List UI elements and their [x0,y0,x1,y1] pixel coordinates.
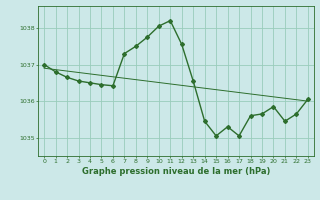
X-axis label: Graphe pression niveau de la mer (hPa): Graphe pression niveau de la mer (hPa) [82,167,270,176]
